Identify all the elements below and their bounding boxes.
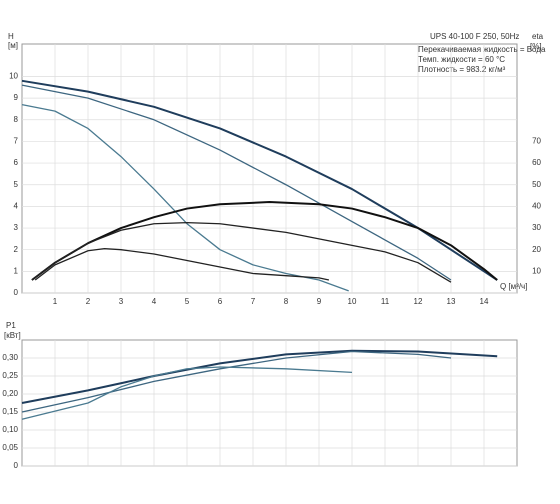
annotation: Перекачиваемая жидкость = Вода [418,45,546,54]
x-tick-label: 4 [152,297,157,306]
y2-tick-label: 60 [532,158,541,167]
y-tick-label: 10 [9,72,18,81]
curve [21,103,349,292]
bottom-frame [21,339,518,467]
chart-title: UPS 40-100 F 250, 50Hz [430,32,519,41]
y-tick-label: 0,30 [2,353,18,362]
x-tick-label: 9 [317,297,322,306]
curve [21,349,498,404]
y2-tick-label: 50 [532,180,541,189]
y-unit: [кВт] [4,331,21,340]
y-tick-label: 4 [14,202,19,211]
y-tick-label: 1 [14,266,19,275]
x-tick-label: 2 [86,297,91,306]
y-tick-label: 0,20 [2,389,18,398]
y2-tick-label: 10 [532,266,541,275]
y-tick-label: 0 [14,288,19,297]
y-tick-label: 7 [14,137,19,146]
y-tick-label: 8 [14,115,19,124]
curve [31,221,452,283]
y-label: H [8,32,14,41]
y-tick-label: 6 [14,158,19,167]
x-tick-label: 14 [480,297,489,306]
y2-tick-label: 30 [532,223,541,232]
y2-tick-label: 70 [532,137,541,146]
curve [31,201,498,281]
y-tick-label: 5 [14,180,19,189]
x-tick-label: 10 [348,297,357,306]
curve [21,79,498,281]
y-tick-label: 0,05 [2,443,18,452]
y-tick-label: 3 [14,223,19,232]
y-unit: [м] [8,41,18,50]
y-label: P1 [6,321,16,330]
x-tick-label: 6 [218,297,223,306]
annotation: Плотность = 983.2 кг/м³ [418,65,506,74]
curve [21,84,452,281]
curve [21,366,353,420]
y-tick-label: 0,25 [2,371,18,380]
x-tick-label: 11 [381,297,390,306]
y-tick-label: 0,15 [2,407,18,416]
y-tick-label: 2 [14,245,19,254]
x-tick-label: 12 [414,297,423,306]
top-frame [21,43,518,294]
curve [34,247,330,281]
x-label: Q [м³/ч] [500,282,527,291]
x-tick-label: 7 [251,297,256,306]
y-tick-label: 0 [14,461,19,470]
x-tick-label: 8 [284,297,289,306]
curve [21,350,452,413]
y-tick-label: 9 [14,93,19,102]
x-tick-label: 3 [119,297,124,306]
x-tick-label: 5 [185,297,190,306]
y-tick-label: 0,10 [2,425,18,434]
annotation: Темп. жидкости = 60 °C [418,55,505,64]
y2-label: eta [532,32,544,41]
y2-unit: [%] [530,42,542,51]
y2-tick-label: 40 [532,202,541,211]
y2-tick-label: 20 [532,245,541,254]
x-tick-label: 13 [447,297,456,306]
x-tick-label: 1 [53,297,58,306]
